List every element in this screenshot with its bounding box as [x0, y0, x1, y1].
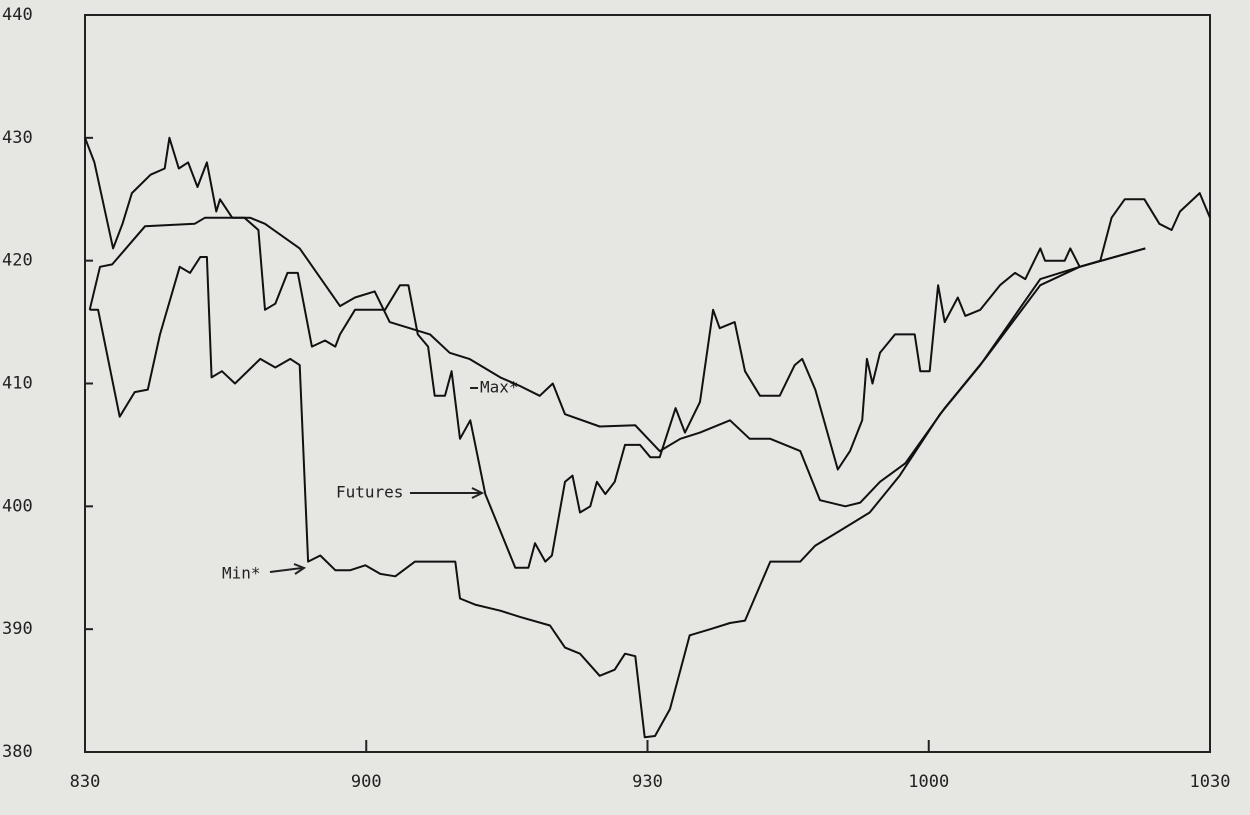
series-line — [84, 136, 1211, 569]
arrow-head — [471, 487, 485, 499]
x-tick-label: 1000 — [908, 772, 949, 792]
y-tick-label: 390 — [2, 619, 33, 639]
y-tick-label: 430 — [2, 128, 33, 148]
arrow-head — [293, 563, 307, 575]
x-tick-label: 900 — [351, 772, 382, 792]
y-tick-label: 440 — [2, 5, 33, 25]
series-line — [89, 247, 1146, 739]
futures-label: Futures — [336, 483, 403, 502]
series-line — [88, 216, 1146, 508]
x-tick-label: 1030 — [1190, 772, 1231, 792]
x-tick-label: 830 — [70, 772, 101, 792]
arrow — [269, 567, 303, 573]
max-label: Max* — [480, 378, 519, 397]
y-tick-label: 410 — [2, 374, 33, 394]
y-tick-label: 420 — [2, 251, 33, 271]
x-tick-label: 930 — [632, 772, 663, 792]
min-label: Min* — [222, 564, 261, 583]
y-tick-label: 380 — [2, 742, 33, 762]
y-tick-label: 400 — [2, 496, 33, 516]
plot-frame — [84, 14, 1211, 753]
annotations: Max* Futures Min* — [222, 378, 519, 583]
